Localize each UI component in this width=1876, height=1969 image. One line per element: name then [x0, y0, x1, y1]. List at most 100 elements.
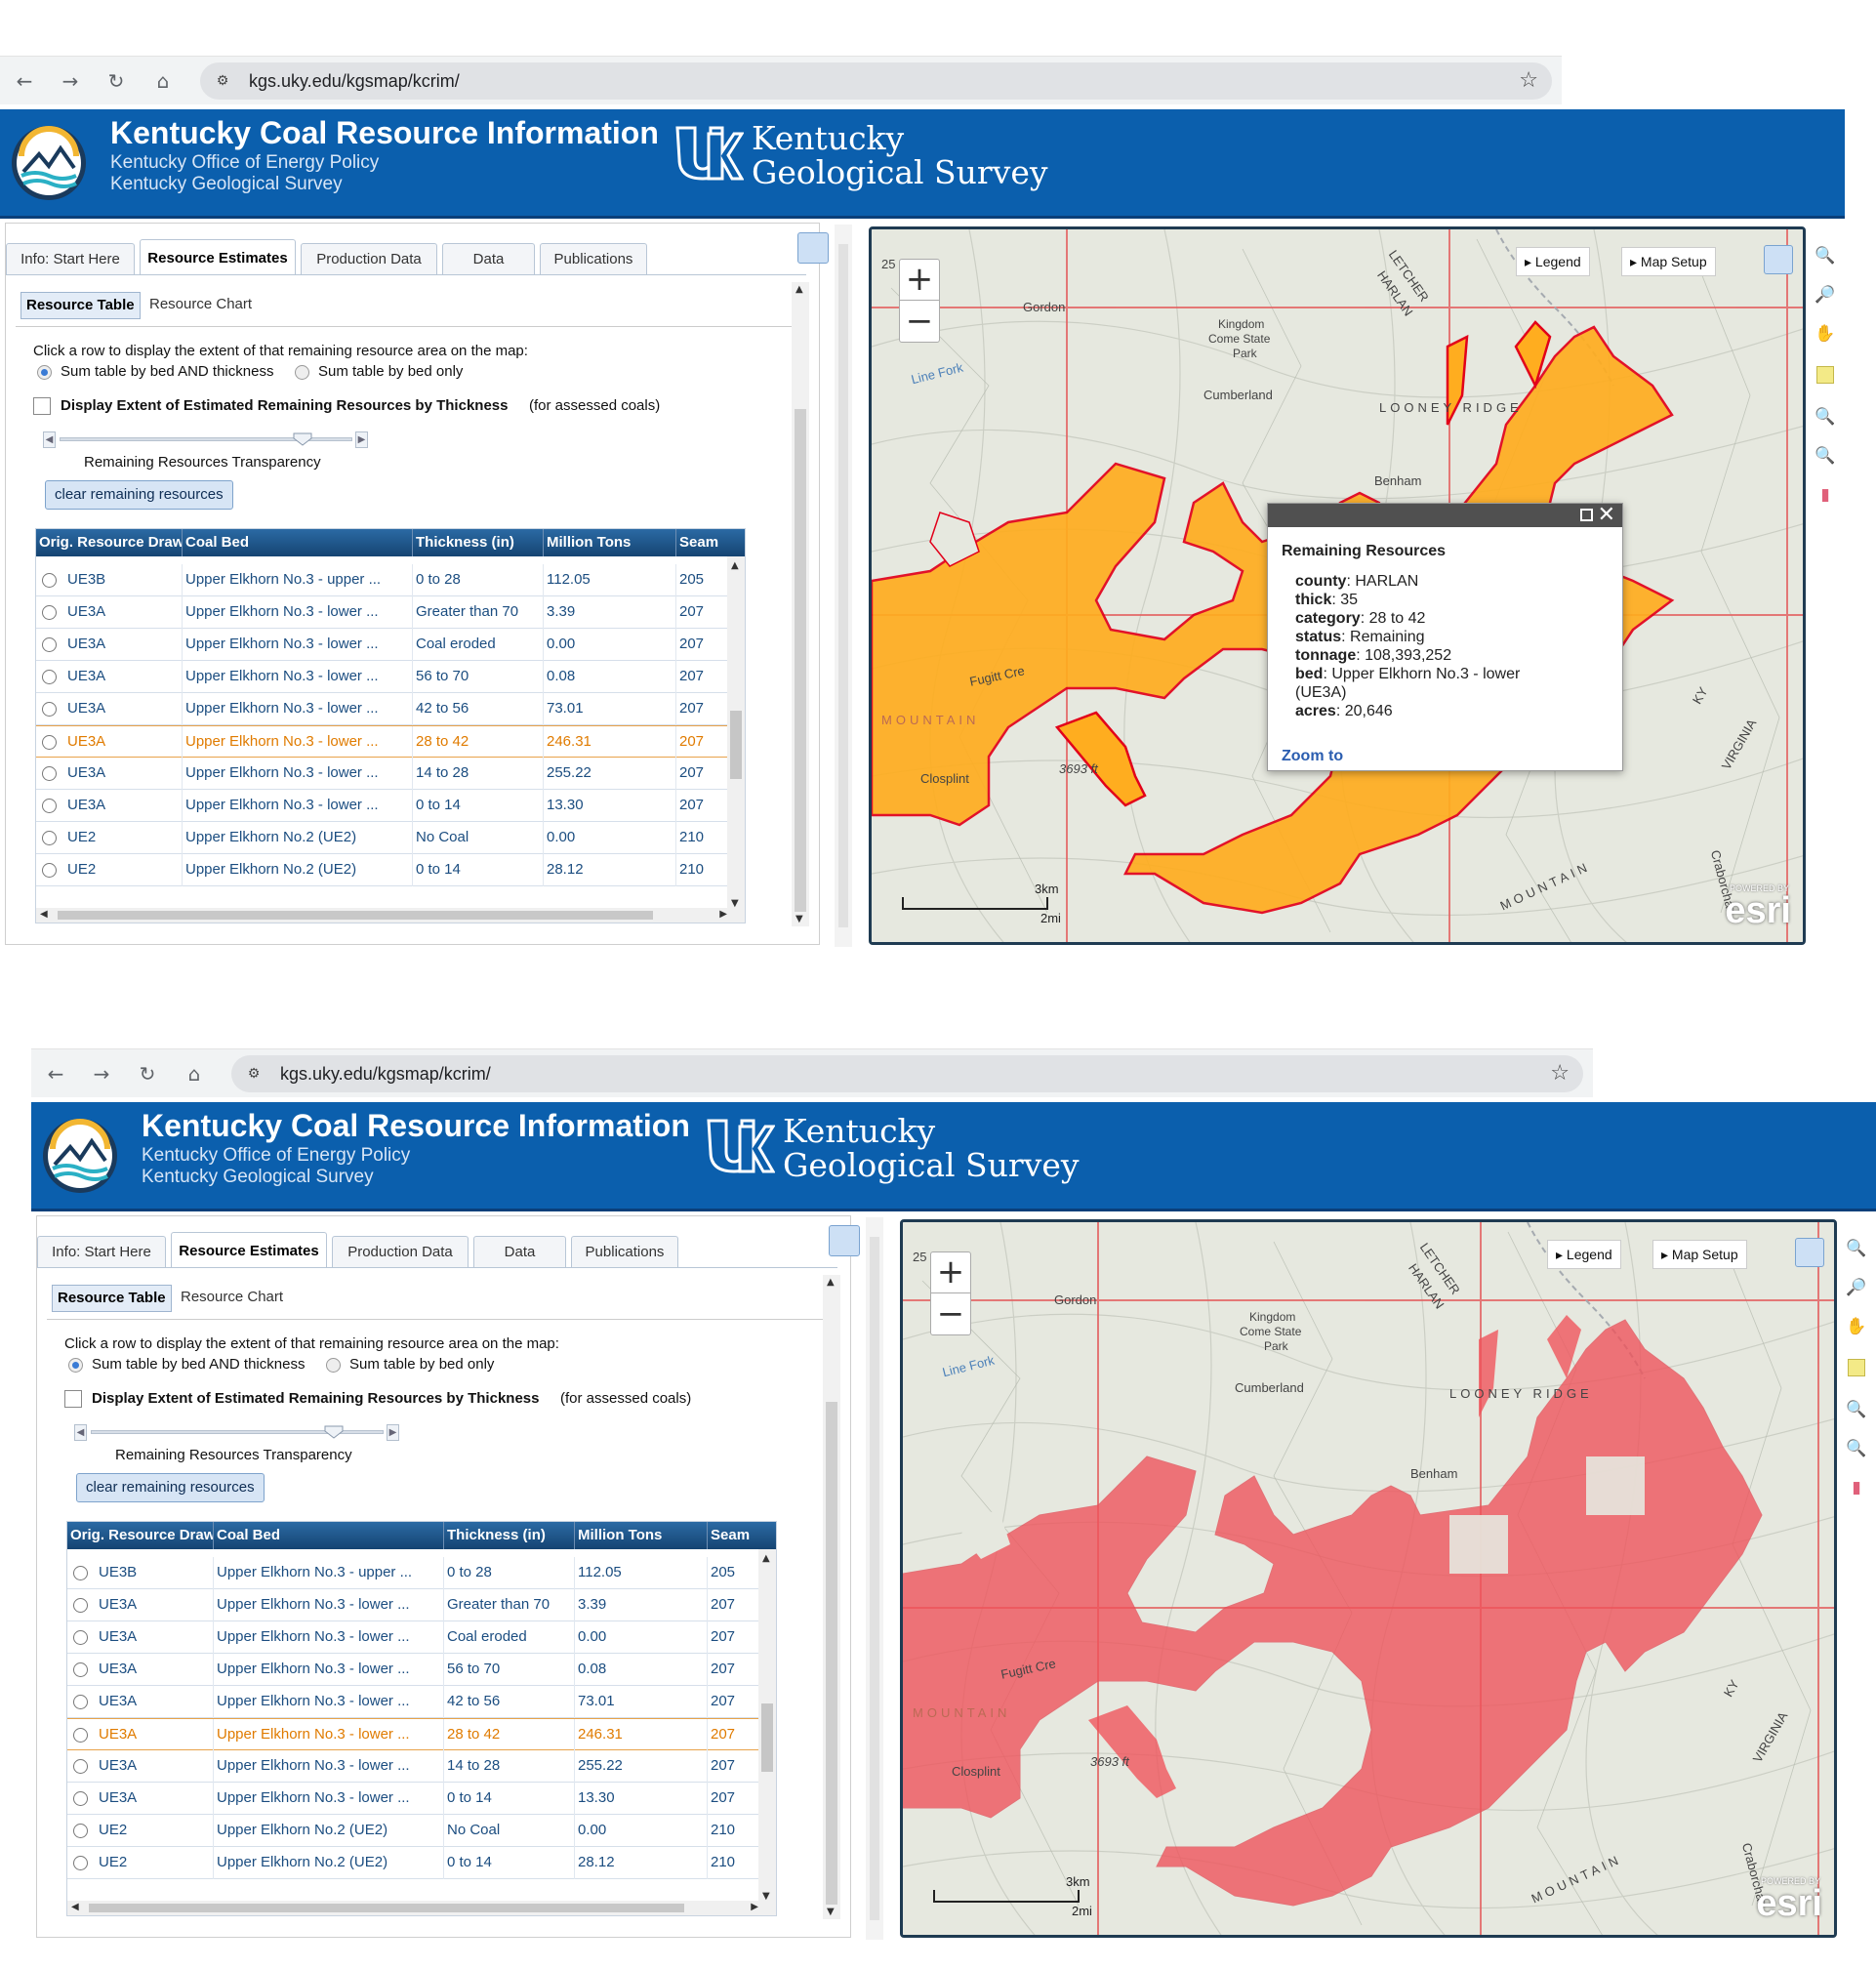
scroll-up-arrow[interactable]: ▲: [731, 560, 739, 571]
table-hscroll[interactable]: ◀ ▶: [67, 1901, 776, 1915]
slider-thumb[interactable]: [293, 432, 312, 446]
row-radio[interactable]: [42, 670, 57, 684]
zoom-in-icon[interactable]: 🔍: [1815, 246, 1836, 266]
zoom-next-icon[interactable]: 🔍: [1846, 1439, 1867, 1458]
map-canvas[interactable]: [903, 1222, 1837, 1938]
map-setup-button[interactable]: ▸ Map Setup: [1621, 247, 1716, 276]
table-row[interactable]: UE3A Upper Elkhorn No.3 - lower ... Greate…: [36, 596, 729, 629]
arrow-left-icon[interactable]: ←: [16, 69, 33, 93]
table-row[interactable]: UE3A Upper Elkhorn No.3 - lower ... 56 to …: [67, 1654, 760, 1686]
table-hscroll[interactable]: ◀ ▶: [36, 908, 745, 923]
table-vscroll-thumb[interactable]: [730, 711, 742, 779]
panel-scroll-up[interactable]: ▲: [795, 284, 803, 295]
tab-data[interactable]: Data: [442, 243, 535, 274]
zoom-prev-icon[interactable]: 🔍: [1846, 1400, 1867, 1419]
display-extent-checkbox[interactable]: [33, 397, 51, 415]
reload-icon[interactable]: ↻: [139, 1062, 156, 1086]
row-radio[interactable]: [73, 1630, 88, 1645]
transparency-slider[interactable]: [60, 437, 352, 441]
radio-bed-thickness[interactable]: [37, 365, 52, 380]
close-icon[interactable]: ✕: [1597, 503, 1615, 527]
tab-production-data[interactable]: Production Data: [332, 1236, 469, 1267]
legend-button[interactable]: ▸ Legend: [1547, 1240, 1621, 1269]
col-thickness[interactable]: Thickness (in): [444, 1522, 575, 1549]
radio-bed-only[interactable]: [326, 1358, 341, 1373]
col-seam[interactable]: Seam: [708, 1522, 776, 1549]
zoom-out-icon[interactable]: 🔎: [1815, 285, 1836, 305]
table-row[interactable]: UE3A Upper Elkhorn No.3 - lower ... Greate…: [67, 1589, 760, 1621]
home-icon[interactable]: ⌂: [156, 69, 170, 93]
table-hscroll-thumb[interactable]: [58, 911, 653, 920]
col-thickness[interactable]: Thickness (in): [413, 529, 544, 556]
panel-divider[interactable]: [866, 1217, 883, 1940]
slider-left-arrow[interactable]: ◀: [74, 1424, 87, 1441]
col-million-tons[interactable]: Million Tons: [544, 529, 676, 556]
map-expand-button[interactable]: [1795, 1238, 1824, 1267]
row-radio[interactable]: [42, 573, 57, 588]
table-vscroll[interactable]: ▲ ▼: [727, 556, 745, 913]
row-radio[interactable]: [42, 702, 57, 717]
display-extent-checkbox[interactable]: [64, 1390, 82, 1408]
scroll-right-arrow[interactable]: ▶: [751, 1902, 758, 1912]
arrow-right-icon[interactable]: →: [93, 1062, 110, 1086]
col-orig-resource[interactable]: Orig. Resource Draw: [67, 1522, 214, 1549]
panel-vscroll-thumb[interactable]: [795, 409, 806, 912]
table-row[interactable]: UE2 Upper Elkhorn No.2 (UE2) 0 to 14 28.12 2…: [67, 1847, 760, 1879]
row-radio[interactable]: [73, 1824, 88, 1838]
panel-vscroll[interactable]: ▲ ▼: [823, 1275, 840, 1919]
table-row[interactable]: UE3A Upper Elkhorn No.3 - lower ... 42 to …: [67, 1686, 760, 1718]
scroll-left-arrow[interactable]: ◀: [71, 1902, 79, 1912]
eraser-icon[interactable]: ▮: [1852, 1478, 1861, 1497]
tab-data[interactable]: Data: [473, 1236, 566, 1267]
site-info-icon[interactable]: ⚙: [247, 1066, 261, 1082]
zoom-out-icon[interactable]: 🔎: [1846, 1278, 1867, 1297]
col-coal-bed[interactable]: Coal Bed: [183, 529, 413, 556]
table-row[interactable]: UE2 Upper Elkhorn No.2 (UE2) No Coal 0.00 21…: [67, 1815, 760, 1847]
tab-info[interactable]: Info: Start Here: [6, 243, 135, 274]
zoom-in-icon[interactable]: 🔍: [1846, 1239, 1867, 1258]
row-radio[interactable]: [73, 1662, 88, 1677]
measure-icon[interactable]: [1845, 1356, 1868, 1379]
table-row[interactable]: UE3A Upper Elkhorn No.3 - lower ... 28 to …: [36, 725, 729, 759]
subtab-resource-table[interactable]: Resource Table: [20, 292, 141, 319]
map-view[interactable]: 25 Gordon Kingdom Come State Park Cumber…: [900, 1219, 1837, 1938]
star-icon[interactable]: ☆: [1550, 1061, 1570, 1086]
row-radio[interactable]: [73, 1728, 88, 1743]
zoom-in-button[interactable]: +: [931, 1252, 970, 1293]
row-radio[interactable]: [73, 1791, 88, 1806]
row-radio[interactable]: [42, 735, 57, 750]
tab-publications[interactable]: Publications: [540, 243, 647, 274]
col-million-tons[interactable]: Million Tons: [575, 1522, 708, 1549]
panel-divider[interactable]: [835, 225, 852, 947]
panel-scroll-down[interactable]: ▼: [795, 914, 803, 924]
divider-thumb[interactable]: [870, 1237, 879, 1920]
zoom-out-button[interactable]: −: [905, 302, 934, 341]
table-hscroll-thumb[interactable]: [89, 1904, 684, 1912]
row-radio[interactable]: [42, 831, 57, 845]
table-vscroll-thumb[interactable]: [761, 1703, 773, 1772]
row-radio[interactable]: [73, 1566, 88, 1580]
zoom-to-link[interactable]: Zoom to: [1282, 748, 1344, 764]
tab-publications[interactable]: Publications: [571, 1236, 678, 1267]
radio-bed-thickness[interactable]: [68, 1358, 83, 1373]
eraser-icon[interactable]: ▮: [1820, 485, 1830, 505]
panel-vscroll[interactable]: ▲ ▼: [792, 282, 809, 926]
address-bar[interactable]: ⚙ kgs.uky.edu/kgsmap/kcrim/ ☆: [231, 1055, 1583, 1092]
table-row[interactable]: UE3A Upper Elkhorn No.3 - lower ... 14 to …: [36, 758, 729, 790]
panel-expand-button[interactable]: [797, 232, 829, 264]
scroll-up-arrow[interactable]: ▲: [762, 1553, 770, 1564]
table-row[interactable]: UE3A Upper Elkhorn No.3 - lower ... 0 to 1…: [36, 790, 729, 822]
scroll-right-arrow[interactable]: ▶: [719, 909, 727, 920]
row-radio[interactable]: [73, 1598, 88, 1613]
scroll-down-arrow[interactable]: ▼: [731, 898, 739, 909]
arrow-right-icon[interactable]: →: [61, 69, 79, 93]
slider-thumb[interactable]: [324, 1425, 344, 1439]
pan-hand-icon[interactable]: ✋: [1815, 324, 1836, 344]
star-icon[interactable]: ☆: [1519, 68, 1538, 93]
panel-expand-button[interactable]: [829, 1225, 860, 1256]
pan-hand-icon[interactable]: ✋: [1846, 1317, 1867, 1336]
table-row[interactable]: UE3A Upper Elkhorn No.3 - lower ... 28 to …: [67, 1718, 760, 1751]
address-bar[interactable]: ⚙ kgs.uky.edu/kgsmap/kcrim/ ☆: [200, 62, 1552, 100]
tab-resource-estimates[interactable]: Resource Estimates: [171, 1232, 327, 1268]
panel-vscroll-thumb[interactable]: [826, 1402, 837, 1905]
